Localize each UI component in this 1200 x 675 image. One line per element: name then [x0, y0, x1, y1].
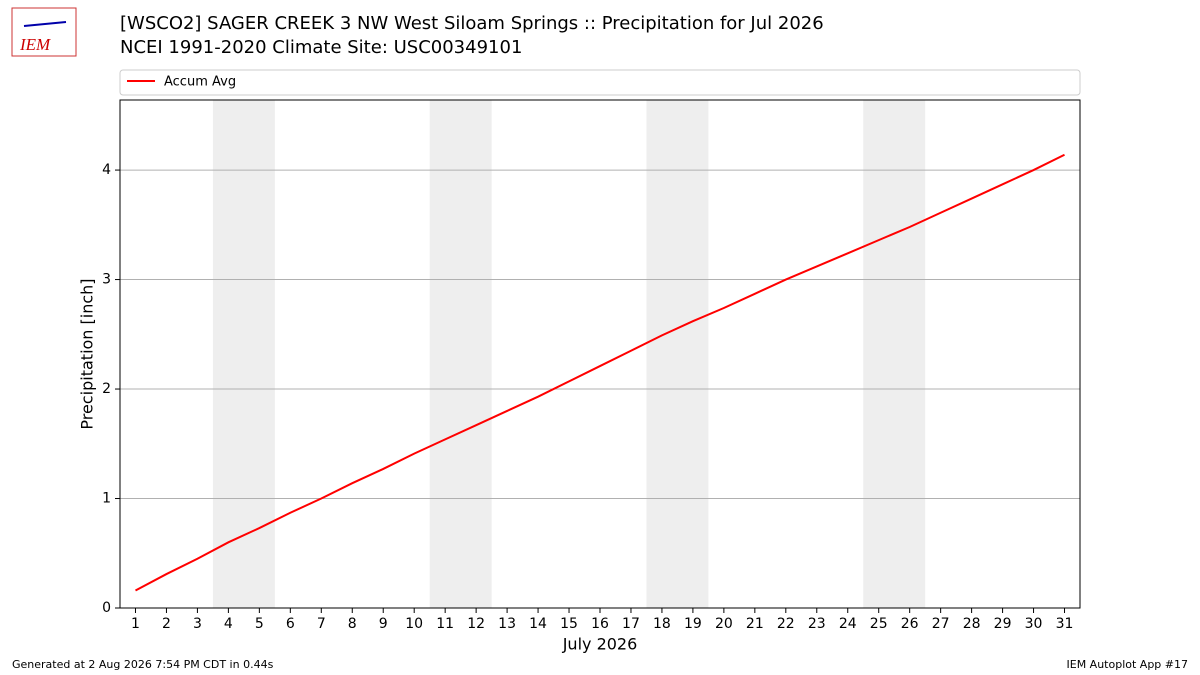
x-tick-label: 26 — [901, 616, 919, 632]
x-tick-label: 30 — [1025, 616, 1043, 632]
logo-frame — [11, 7, 77, 57]
x-tick-label: 24 — [839, 616, 857, 632]
x-tick-label: 3 — [193, 616, 202, 632]
x-tick-label: 11 — [436, 616, 454, 632]
x-axis-label: July 2026 — [562, 635, 638, 654]
y-tick-label: 1 — [102, 491, 111, 507]
x-tick-label: 2 — [162, 616, 171, 632]
x-tick-label: 23 — [808, 616, 826, 632]
x-tick-label: 18 — [653, 616, 671, 632]
series-line — [135, 153, 1065, 592]
x-tick-label: 6 — [286, 616, 295, 632]
x-tick-label: 29 — [994, 616, 1012, 632]
y-tick-label: 3 — [102, 272, 111, 288]
x-tick-label: 17 — [622, 616, 640, 632]
x-tick-label: 5 — [255, 616, 264, 632]
x-tick-label: 22 — [777, 616, 795, 632]
x-tick-label: 16 — [591, 616, 609, 632]
x-tick-label: 10 — [405, 616, 423, 632]
x-tick-label: 9 — [379, 616, 388, 632]
x-tick-label: 4 — [224, 616, 233, 632]
x-tick-label: 31 — [1056, 616, 1074, 632]
x-tick-label: 12 — [467, 616, 485, 632]
footer-right: IEM Autoplot App #17 — [1067, 658, 1189, 671]
x-tick-label: 25 — [870, 616, 888, 632]
x-tick-label: 1 — [131, 616, 140, 632]
x-tick-label: 14 — [529, 616, 547, 632]
logo-text: IEM — [19, 35, 51, 54]
x-tick-label: 15 — [560, 616, 578, 632]
x-tick-label: 27 — [932, 616, 950, 632]
y-axis-label: Precipitation [inch] — [78, 278, 97, 429]
weekend-band — [212, 100, 275, 608]
chart-title: [WSCO2] SAGER CREEK 3 NW West Siloam Spr… — [120, 13, 824, 34]
x-tick-label: 20 — [715, 616, 733, 632]
chart-subtitle: NCEI 1991-2020 Climate Site: USC00349101 — [120, 37, 522, 58]
weekend-band — [429, 100, 492, 608]
x-tick-label: 28 — [963, 616, 981, 632]
footer-left: Generated at 2 Aug 2026 7:54 PM CDT in 0… — [12, 658, 274, 671]
weekend-band — [863, 100, 926, 608]
weekend-band — [646, 100, 709, 608]
logo-icon — [23, 21, 67, 27]
x-tick-label: 7 — [317, 616, 326, 632]
x-tick-label: 19 — [684, 616, 702, 632]
legend-label: Accum Avg — [164, 75, 236, 90]
x-tick-label: 13 — [498, 616, 516, 632]
x-tick-label: 21 — [746, 616, 764, 632]
legend-box — [119, 69, 1081, 96]
plot-frame — [119, 99, 1081, 609]
y-tick-label: 4 — [102, 162, 111, 178]
x-tick-label: 8 — [348, 616, 357, 632]
y-tick-label: 2 — [102, 381, 111, 397]
y-tick-label: 0 — [102, 600, 111, 616]
